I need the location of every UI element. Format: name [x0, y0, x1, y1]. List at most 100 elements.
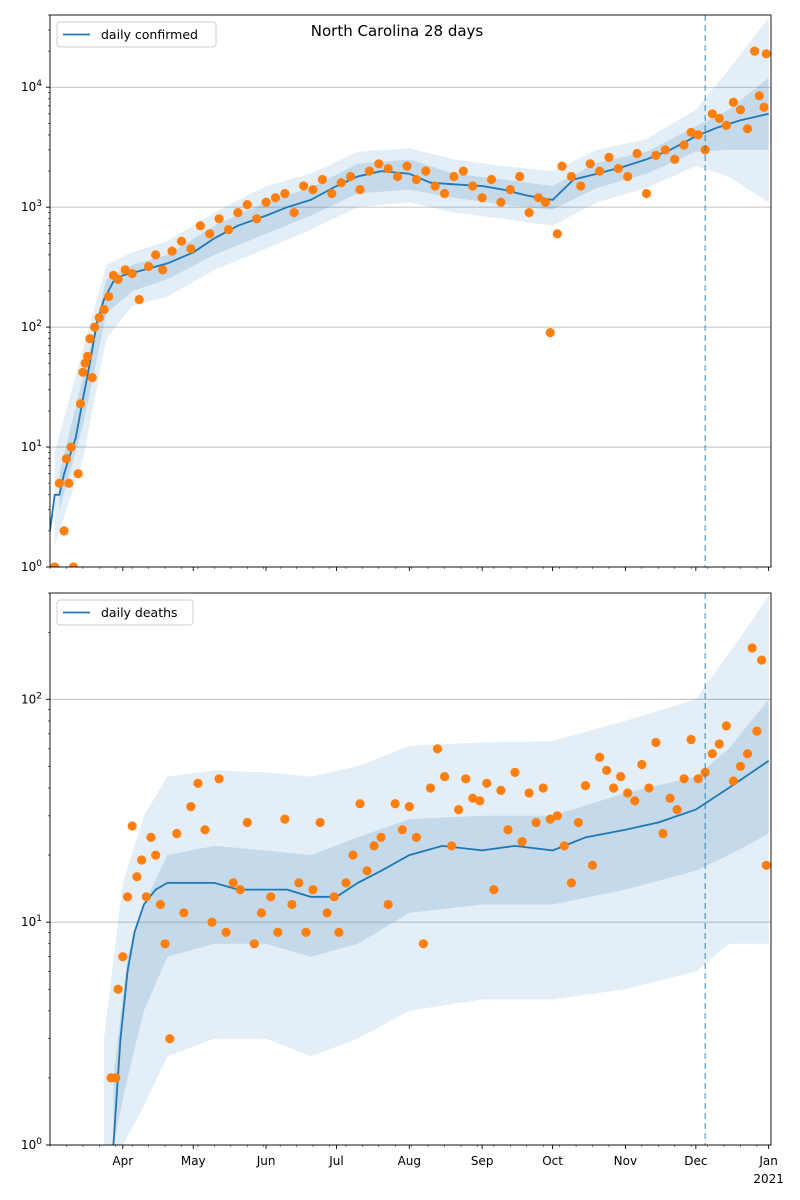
data-point [566, 171, 577, 182]
data-point [369, 841, 379, 851]
data-point [186, 802, 196, 812]
data-point [602, 765, 612, 776]
x-tick-label: Aug [398, 1154, 421, 1168]
data-point [390, 799, 400, 809]
x-tick-label: Jun [256, 1154, 276, 1168]
data-point [552, 229, 562, 239]
data-point [468, 793, 478, 803]
data-point [78, 367, 88, 377]
data-point [658, 828, 668, 839]
data-point [193, 778, 203, 788]
data-point [482, 778, 492, 788]
y-tick-label: 100 [21, 1137, 42, 1152]
data-point [486, 174, 497, 185]
data-point [566, 878, 577, 888]
data-point [402, 161, 412, 171]
data-point [214, 214, 224, 224]
data-point [334, 927, 344, 938]
data-point [418, 939, 428, 949]
data-point [66, 442, 76, 452]
data-point [679, 140, 689, 150]
data-point [87, 372, 97, 383]
data-point [515, 171, 525, 182]
data-point [134, 294, 144, 305]
data-point [672, 805, 682, 815]
data-point [186, 244, 196, 254]
data-point [693, 130, 703, 140]
data-point [289, 208, 299, 218]
data-point [707, 109, 717, 119]
data-point [301, 927, 311, 938]
data-point [90, 322, 100, 332]
y-tick-label: 101 [21, 914, 42, 929]
x-tick-label: Dec [684, 1154, 707, 1168]
data-point [235, 885, 245, 895]
data-point [308, 885, 318, 895]
data-point [587, 860, 598, 870]
data-point [59, 526, 69, 536]
data-point [151, 250, 161, 260]
data-point [660, 145, 670, 155]
data-point [573, 817, 584, 828]
confidence-band-50 [59, 77, 769, 510]
data-point [151, 850, 161, 860]
data-point [393, 171, 403, 182]
data-point [686, 127, 696, 137]
data-point [94, 313, 104, 323]
data-point [721, 721, 732, 731]
confidence-band-90 [54, 17, 769, 546]
data-point [317, 174, 327, 185]
data-point [752, 726, 762, 736]
data-point [545, 814, 555, 824]
data-point [623, 171, 633, 182]
data-point [280, 188, 290, 199]
data-point [595, 166, 605, 176]
data-point [75, 399, 86, 409]
data-point [348, 850, 358, 860]
data-point [630, 796, 640, 806]
data-point [54, 478, 64, 488]
data-point [223, 225, 234, 235]
data-point [165, 1034, 175, 1044]
data-point [50, 562, 60, 567]
data-point [200, 825, 210, 835]
data-point [327, 188, 337, 199]
x-tick-label: Apr [112, 1154, 133, 1168]
data-point [266, 892, 276, 902]
data-point [242, 200, 252, 210]
y-tick-label: 102 [21, 691, 42, 706]
data-point [613, 163, 623, 174]
data-point [404, 802, 414, 812]
data-point [83, 351, 93, 361]
y-tick-label: 104 [21, 79, 42, 94]
x-tick-label: May [181, 1154, 206, 1168]
data-point [104, 291, 114, 302]
data-point [545, 328, 555, 338]
data-point [127, 268, 137, 279]
confidence-band-50 [113, 699, 769, 1145]
data-point [496, 197, 506, 207]
data-point [172, 828, 182, 839]
data-point [477, 193, 487, 203]
data-point [604, 152, 614, 162]
data-point [242, 817, 252, 828]
data-point [641, 188, 652, 199]
y-tick-label: 103 [21, 199, 42, 214]
data-point [475, 796, 485, 806]
data-point [580, 781, 591, 791]
data-point [728, 776, 739, 786]
data-point [146, 832, 156, 843]
data-point [355, 185, 365, 195]
data-point [461, 774, 471, 784]
data-point [207, 917, 217, 927]
data-point [533, 193, 544, 203]
data-point [754, 91, 764, 101]
data-point [637, 759, 647, 770]
data-point [383, 163, 393, 174]
x-tick-label: Sep [471, 1154, 494, 1168]
data-point [355, 799, 365, 809]
data-point [158, 265, 168, 275]
data-point [576, 181, 586, 191]
data-point [632, 148, 642, 159]
